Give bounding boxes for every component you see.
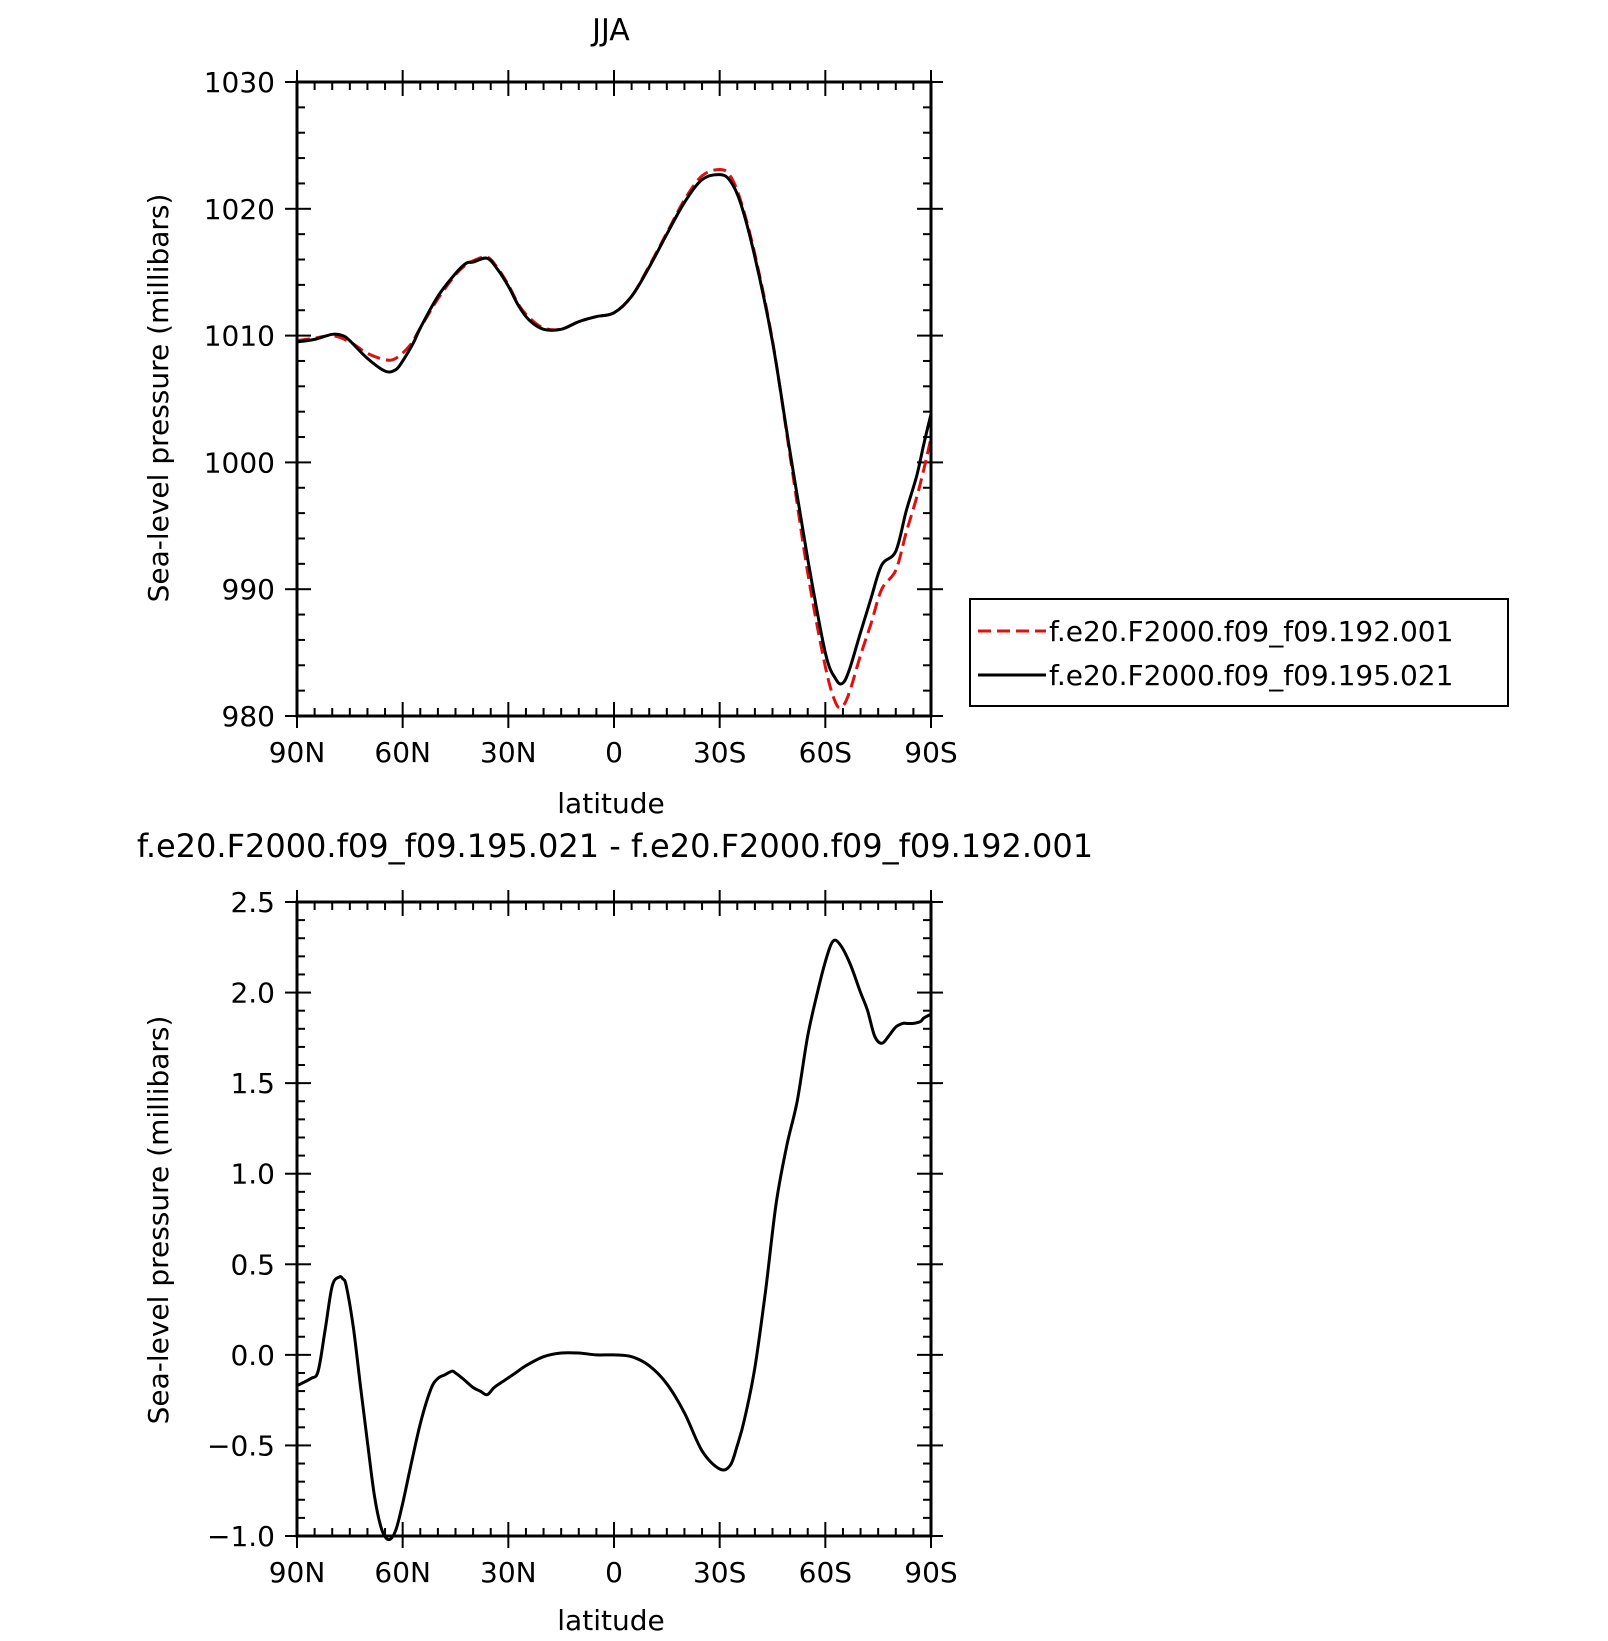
top-chart-title: JJA — [590, 13, 630, 48]
top-x-tick-label: 90S — [904, 736, 957, 769]
bottom-x-tick-label: 0 — [605, 1556, 623, 1589]
top-x-axis-label: latitude — [557, 787, 664, 820]
legend-label-series-2: f.e20.F2000.f09_f09.195.021 — [1049, 659, 1453, 692]
bottom-tick-labels: 90N 60N 30N 0 30S 60S 90S −1.0 −0.5 0.0 0.5 1.0 1.5 2… — [207, 886, 958, 1589]
legend: f.e20.F2000.f09_f09.192.001 f.e20.F2000.… — [969, 598, 1509, 707]
top-y-tick-label: 1010 — [204, 320, 275, 353]
top-y-tick-label: 980 — [222, 700, 275, 733]
top-y-tick-label: 990 — [222, 573, 275, 606]
top-y-axis-label: Sea-level pressure (millibars) — [142, 194, 175, 603]
bottom-x-tick-label: 60S — [799, 1556, 852, 1589]
bottom-y-tick-label: 0.0 — [230, 1339, 275, 1372]
bottom-y-tick-label: −1.0 — [207, 1520, 275, 1553]
bottom-x-tick-label: 30N — [480, 1556, 537, 1589]
top-x-tick-label: 90N — [269, 736, 326, 769]
top-series-line-2 — [296, 173, 933, 686]
bottom-x-tick-label: 90S — [904, 1556, 957, 1589]
bottom-x-tick-label: 60N — [374, 1556, 431, 1589]
bottom-y-tick-label: 2.5 — [230, 886, 275, 919]
bottom-panel: f.e20.F2000.f09_f09.195.021 - f.e20.F200… — [137, 827, 1093, 1637]
legend-box — [969, 598, 1509, 707]
bottom-series — [296, 938, 932, 1542]
top-y-tick-label: 1030 — [204, 66, 275, 99]
top-series — [296, 168, 933, 710]
top-tick-labels: 90N 60N 30N 0 30S 60S 90S 980 990 1000 1010 1020 103… — [204, 66, 958, 769]
bottom-y-tick-label: 1.5 — [230, 1067, 275, 1100]
bottom-x-tick-label: 30S — [693, 1556, 746, 1589]
top-x-tick-label: 30N — [480, 736, 537, 769]
top-x-tick-label: 60S — [799, 736, 852, 769]
top-x-tick-label: 60N — [374, 736, 431, 769]
bottom-y-tick-label: 2.0 — [230, 977, 275, 1010]
bottom-y-tick-label: 1.0 — [230, 1158, 275, 1191]
bottom-x-axis-label: latitude — [557, 1604, 664, 1637]
top-y-tick-label: 1020 — [204, 193, 275, 226]
bottom-y-tick-label: 0.5 — [230, 1248, 275, 1281]
top-x-tick-label: 0 — [605, 736, 623, 769]
bottom-chart-title: f.e20.F2000.f09_f09.195.021 - f.e20.F200… — [137, 827, 1093, 865]
top-plot-frame — [295, 80, 933, 718]
bottom-ticks — [285, 890, 943, 1548]
top-y-tick-label: 1000 — [204, 446, 275, 479]
top-panel: JJA Sea-level pressure (millibars) latit… — [142, 13, 1509, 820]
legend-label-series-1: f.e20.F2000.f09_f09.192.001 — [1049, 615, 1453, 648]
bottom-y-axis-label: Sea-level pressure (millibars) — [142, 1016, 175, 1425]
top-x-tick-label: 30S — [693, 736, 746, 769]
bottom-x-tick-label: 90N — [269, 1556, 326, 1589]
top-series-line-1 — [296, 168, 933, 710]
bottom-plot-frame — [295, 900, 933, 1538]
bottom-series-line-1 — [296, 938, 932, 1542]
bottom-y-tick-label: −0.5 — [207, 1429, 275, 1462]
top-ticks — [285, 70, 943, 728]
